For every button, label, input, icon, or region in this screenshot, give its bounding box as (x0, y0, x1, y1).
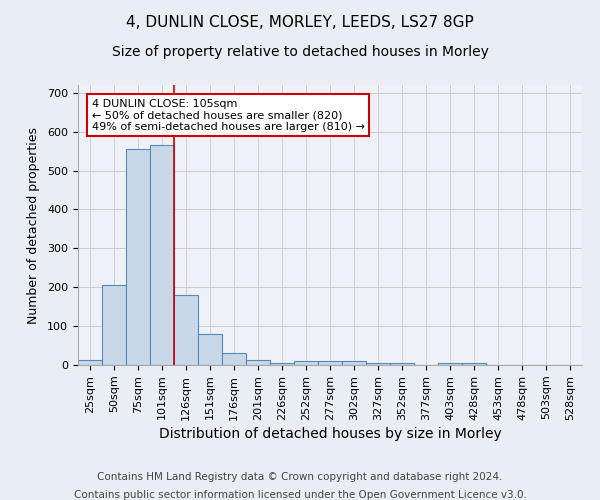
Bar (150, 146, 174, 365)
Bar (342, 361, 366, 365)
Text: Contains HM Land Registry data © Crown copyright and database right 2024.: Contains HM Land Registry data © Crown c… (97, 472, 503, 482)
Bar (222, 354, 246, 365)
Text: Size of property relative to detached houses in Morley: Size of property relative to detached ho… (112, 45, 488, 59)
Bar (102, 286, 126, 365)
Bar (198, 334, 222, 365)
X-axis label: Distribution of detached houses by size in Morley: Distribution of detached houses by size … (158, 427, 502, 441)
Bar (270, 363, 294, 365)
Bar (294, 361, 318, 365)
Bar (318, 361, 342, 365)
Y-axis label: Number of detached properties: Number of detached properties (27, 126, 40, 324)
Text: 4 DUNLIN CLOSE: 105sqm
← 50% of detached houses are smaller (820)
49% of semi-de: 4 DUNLIN CLOSE: 105sqm ← 50% of detached… (92, 98, 365, 132)
Bar (126, 149, 150, 365)
Bar (174, 295, 198, 365)
Text: Contains public sector information licensed under the Open Government Licence v3: Contains public sector information licen… (74, 490, 526, 500)
Bar (366, 363, 390, 365)
Text: 4, DUNLIN CLOSE, MORLEY, LEEDS, LS27 8GP: 4, DUNLIN CLOSE, MORLEY, LEEDS, LS27 8GP (126, 15, 474, 30)
Bar (246, 360, 270, 365)
Bar (390, 363, 414, 365)
Bar (438, 363, 462, 365)
Bar (78, 360, 102, 365)
Bar (462, 363, 486, 365)
